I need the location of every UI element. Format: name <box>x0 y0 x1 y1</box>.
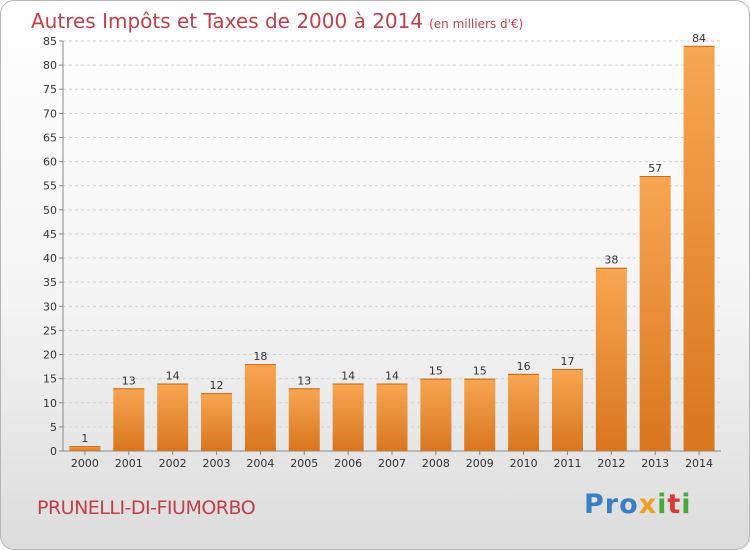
x-tick-label: 2000 <box>71 457 99 470</box>
x-tick-label: 2008 <box>422 457 450 470</box>
y-tick-label: 85 <box>43 35 57 48</box>
x-tick-label: 2011 <box>553 457 581 470</box>
bar-value-label: 14 <box>166 369 180 382</box>
y-tick-label: 80 <box>43 59 57 72</box>
logo-letter: P <box>584 489 605 520</box>
bar-value-label: 38 <box>604 254 618 267</box>
bar-2004 <box>244 364 276 451</box>
x-tick-label: 2004 <box>246 457 274 470</box>
bar-2014 <box>683 45 715 452</box>
y-tick-label: 25 <box>43 324 57 337</box>
logo-letter: x <box>638 489 658 520</box>
bar-2013 <box>639 176 671 451</box>
bar-value-label: 15 <box>429 365 443 378</box>
bar-2005 <box>288 388 320 451</box>
bar-2002 <box>157 383 189 451</box>
x-tick-label: 2007 <box>378 457 406 470</box>
y-tick-label: 70 <box>43 107 57 120</box>
x-tick-label: 2009 <box>466 457 494 470</box>
bar-2008 <box>420 378 452 451</box>
y-tick-label: 10 <box>43 397 57 410</box>
bar-value-label: 18 <box>253 350 267 363</box>
bar-value-label: 16 <box>517 360 531 373</box>
x-tick-label: 2002 <box>159 457 187 470</box>
bar-2012 <box>595 267 627 451</box>
bar-2003 <box>201 393 233 451</box>
labels: 1 2000 13 2001 14 2002 12 2003 18 2004 13 2005 14 200… <box>71 32 713 470</box>
y-tick-label: 75 <box>43 83 57 96</box>
bar-2010 <box>508 373 540 451</box>
bar-2001 <box>113 388 145 451</box>
y-tick-label: 65 <box>43 131 57 144</box>
y-tick-label: 35 <box>43 276 57 289</box>
x-tick-label: 2005 <box>290 457 318 470</box>
bar-value-label: 1 <box>81 432 88 445</box>
y-tick-label: 55 <box>43 180 57 193</box>
x-tick-label: 2014 <box>685 457 713 470</box>
bar-2007 <box>376 383 408 451</box>
x-tick-label: 2010 <box>510 457 538 470</box>
bar-value-label: 17 <box>560 355 574 368</box>
bar-value-label: 14 <box>341 369 355 382</box>
bar-2011 <box>551 369 583 451</box>
bar-value-label: 13 <box>122 374 136 387</box>
y-tick-label: 0 <box>50 445 57 458</box>
x-tick-label: 2003 <box>203 457 231 470</box>
logo-letter: t <box>667 489 682 520</box>
chart-title: Autres Impôts et Taxes de 2000 à 2014 (en… <box>31 9 523 33</box>
x-tick-label: 2013 <box>641 457 669 470</box>
commune-name: PRUNELLI-DI-FIUMORBO <box>37 497 256 519</box>
bar-value-label: 14 <box>385 369 399 382</box>
y-tick-label: 20 <box>43 349 57 362</box>
logo-letter: o <box>619 489 639 520</box>
y-tick-label: 30 <box>43 300 57 313</box>
x-tick-label: 2006 <box>334 457 362 470</box>
x-tick-label: 2012 <box>597 457 625 470</box>
bar-2009 <box>464 378 496 451</box>
logo-letter: r <box>604 489 620 520</box>
bar-value-label: 12 <box>210 379 224 392</box>
bar-value-label: 84 <box>692 32 706 45</box>
chart-title-text: Autres Impôts et Taxes de 2000 à 2014 <box>31 9 424 33</box>
y-tick-label: 40 <box>43 252 57 265</box>
bar-value-label: 15 <box>473 365 487 378</box>
bar-2000 <box>69 446 101 451</box>
y-tick-label: 60 <box>43 156 57 169</box>
chart-unit: (en milliers d'€) <box>429 17 524 31</box>
y-tick-label: 45 <box>43 228 57 241</box>
x-tick-label: 2001 <box>115 457 143 470</box>
bars <box>69 45 715 452</box>
y-tick-label: 15 <box>43 373 57 386</box>
proxiti-logo: Proxiti <box>584 489 692 520</box>
y-tick-label: 5 <box>50 421 57 434</box>
y-tick-label: 50 <box>43 204 57 217</box>
logo-letter: i <box>681 489 692 520</box>
bar-value-label: 13 <box>297 374 311 387</box>
logo-letter: i <box>657 489 668 520</box>
bar-value-label: 57 <box>648 162 662 175</box>
bar-2006 <box>332 383 364 451</box>
